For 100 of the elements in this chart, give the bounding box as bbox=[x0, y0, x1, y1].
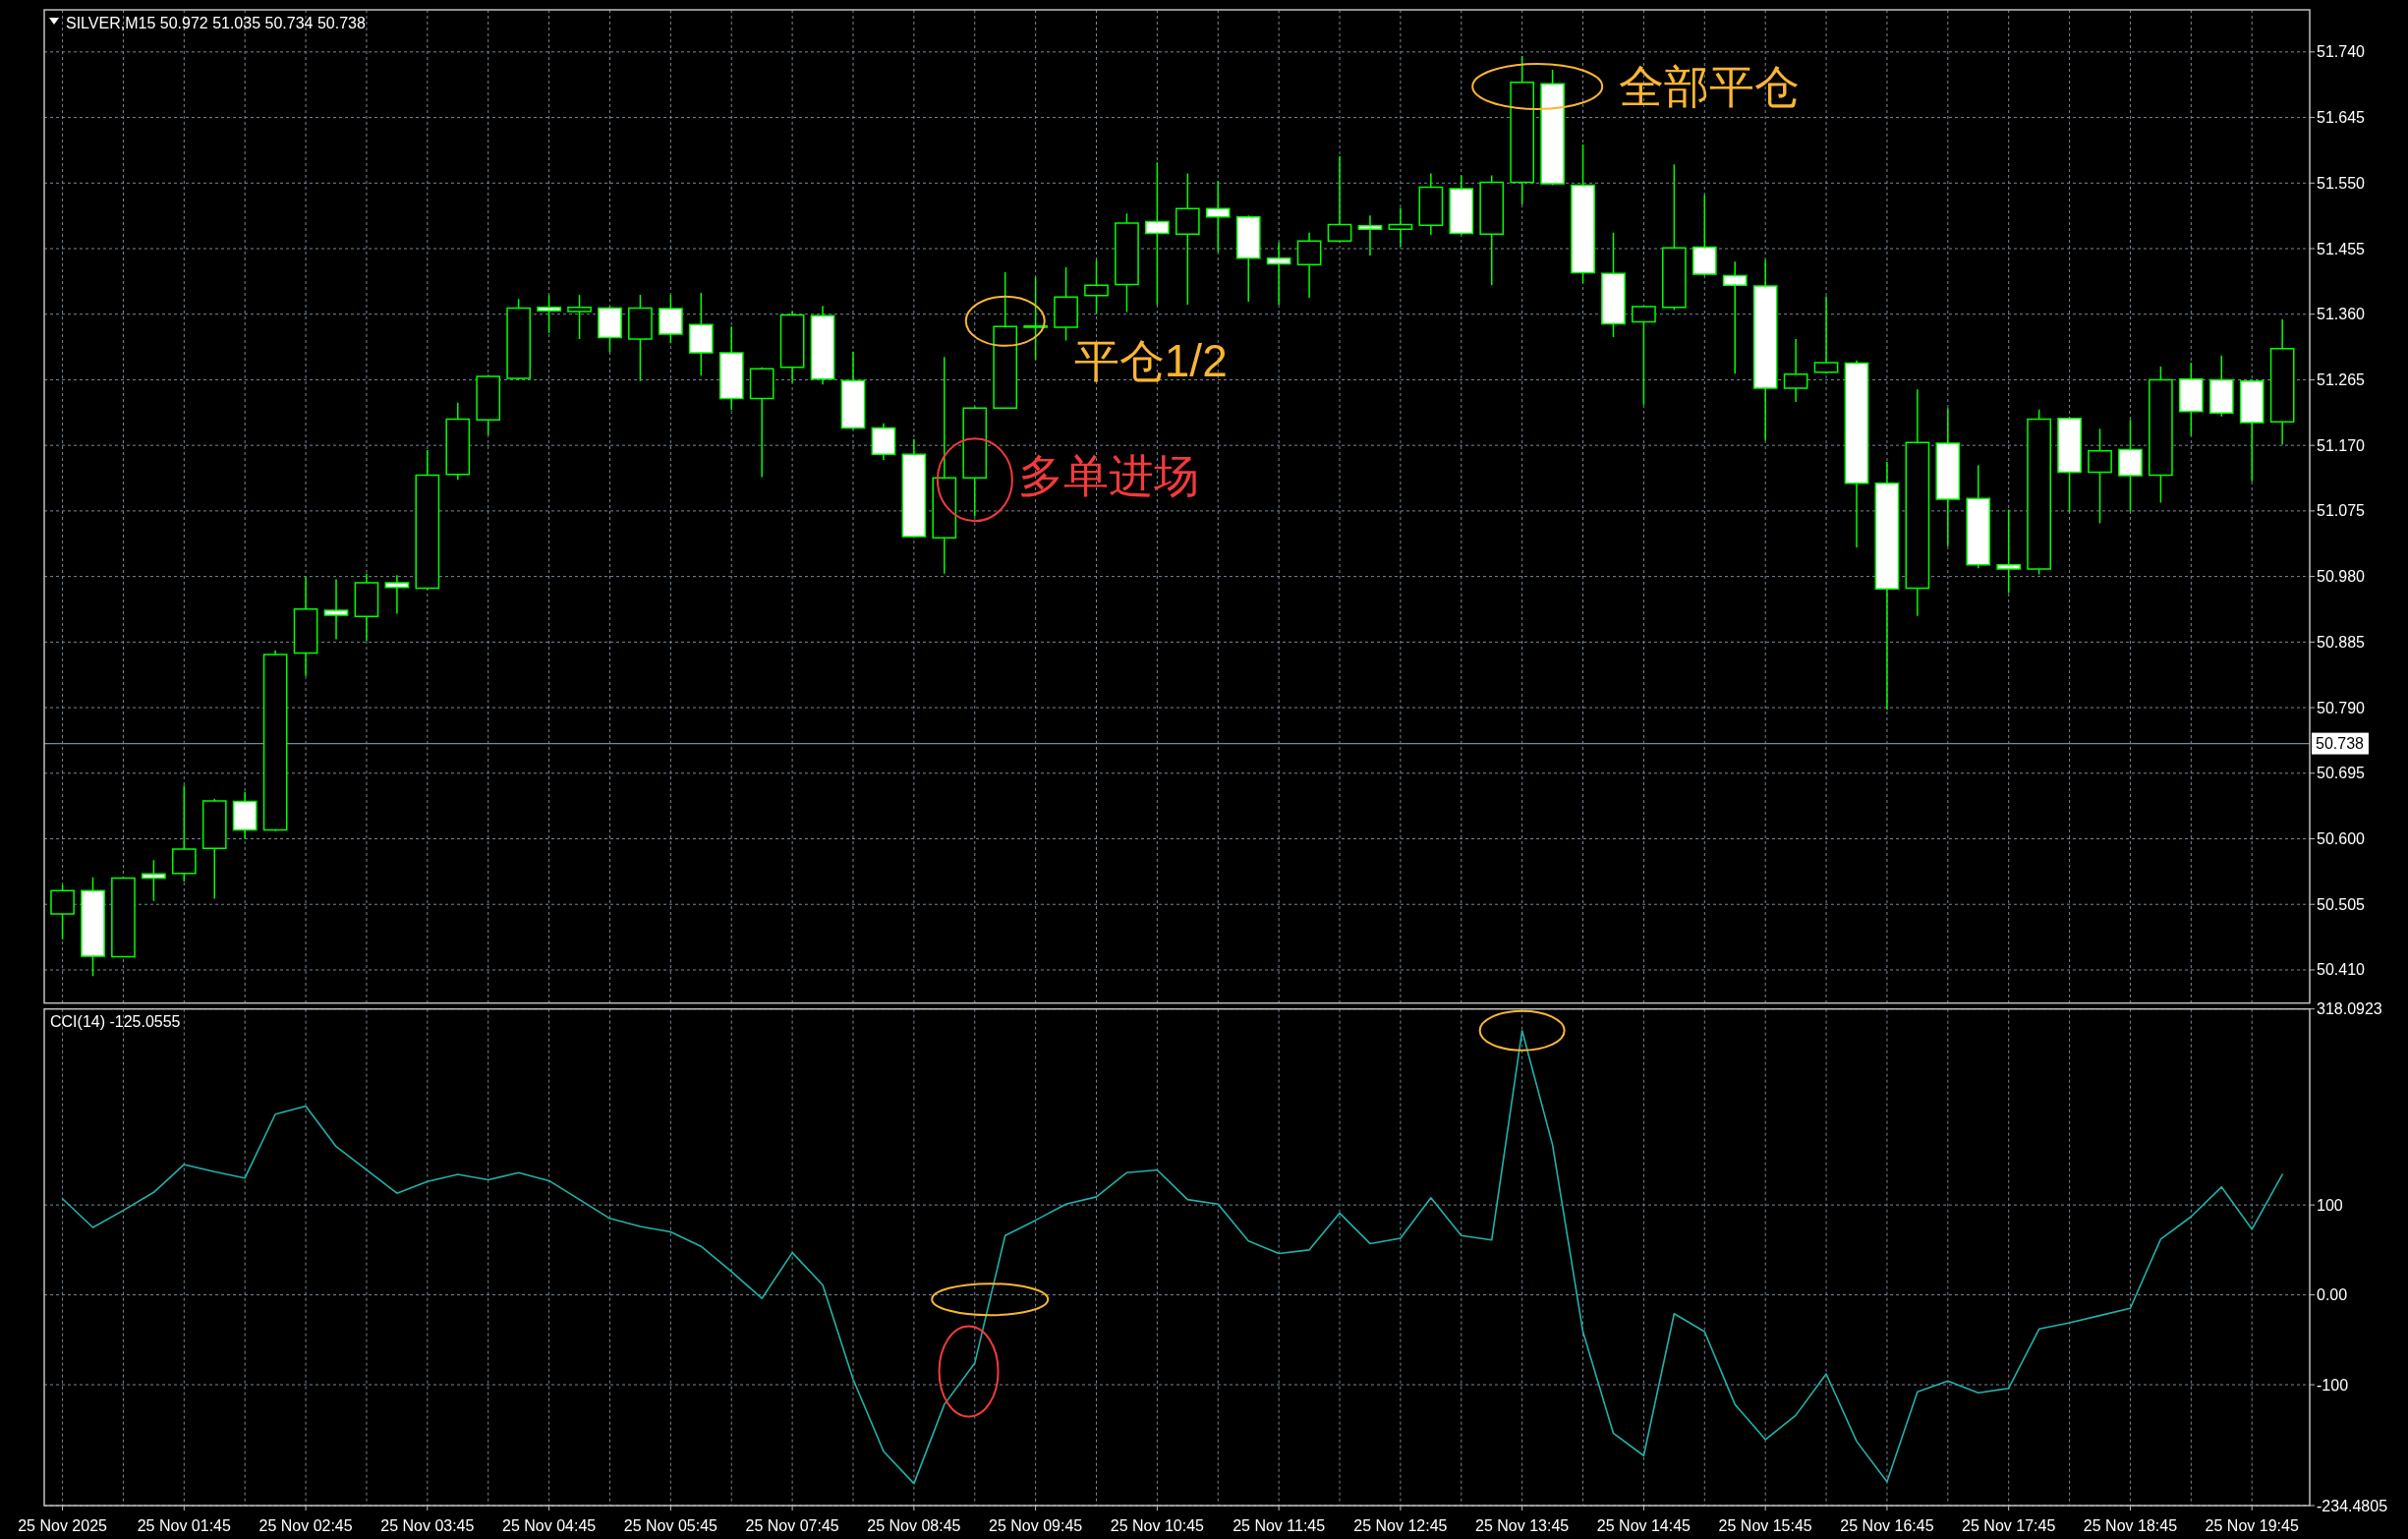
candlestick bbox=[1023, 276, 1048, 361]
y-tick-label: 51.170 bbox=[2317, 436, 2366, 454]
candlestick bbox=[1115, 212, 1139, 314]
candlestick bbox=[142, 859, 166, 902]
candlestick bbox=[901, 438, 927, 540]
y-tick-label: 50.980 bbox=[2317, 568, 2366, 586]
y-tick-label: 100 bbox=[2317, 1196, 2343, 1214]
x-tick-label: 25 Nov 04:45 bbox=[502, 1516, 597, 1534]
candlestick bbox=[810, 305, 835, 386]
candlestick bbox=[962, 406, 988, 518]
y-tick-label: 51.645 bbox=[2317, 109, 2366, 127]
candlestick bbox=[1844, 360, 1869, 548]
candlestick bbox=[1691, 194, 1717, 277]
x-tick-label: 25 Nov 08:45 bbox=[867, 1516, 961, 1534]
candlestick bbox=[506, 298, 532, 381]
candlestick bbox=[1510, 55, 1535, 205]
x-tick-label: 25 Nov 03:45 bbox=[380, 1516, 475, 1534]
candlestick bbox=[628, 294, 653, 382]
candlestick bbox=[1357, 214, 1383, 256]
x-tick-label: 25 Nov 10:45 bbox=[1110, 1516, 1205, 1534]
x-tick-label: 25 Nov 12:45 bbox=[1353, 1516, 1448, 1534]
y-tick-label: 318.0923 bbox=[2317, 1000, 2382, 1018]
candlestick bbox=[871, 422, 896, 461]
candlestick bbox=[1874, 461, 1900, 711]
candlestick bbox=[1783, 338, 1808, 403]
candlestick bbox=[1235, 214, 1261, 303]
candlestick bbox=[1935, 407, 1961, 547]
candlestick bbox=[718, 325, 744, 412]
y-tick-label: 51.360 bbox=[2317, 306, 2366, 323]
y-tick-label: 51.550 bbox=[2317, 174, 2366, 192]
candlestick bbox=[354, 573, 379, 642]
y-tick-label: 50.885 bbox=[2317, 633, 2366, 651]
y-tick-label: 50.790 bbox=[2317, 699, 2366, 716]
candlestick bbox=[2088, 428, 2112, 525]
x-tick-label: 25 Nov 07:45 bbox=[745, 1516, 839, 1534]
candlestick bbox=[384, 574, 410, 615]
x-tick-label: 25 Nov 18:45 bbox=[2083, 1516, 2178, 1534]
candlestick bbox=[1449, 174, 1474, 236]
candlestick bbox=[1327, 155, 1352, 244]
annotation: 平仓1/2 bbox=[1073, 334, 1228, 386]
x-tick-label: 25 Nov 14:45 bbox=[1596, 1516, 1691, 1534]
candlestick bbox=[1601, 232, 1626, 338]
y-tick-label: -234.4805 bbox=[2317, 1497, 2388, 1514]
y-tick-label: 50.600 bbox=[2317, 830, 2366, 848]
candlestick bbox=[2208, 355, 2234, 418]
y-tick-label: 51.075 bbox=[2317, 502, 2366, 520]
y-tick-label: 51.265 bbox=[2317, 370, 2366, 388]
candlestick bbox=[323, 578, 349, 641]
candlestick bbox=[2178, 362, 2204, 437]
candlestick bbox=[1205, 180, 1231, 254]
candlestick bbox=[1752, 258, 1778, 442]
candlestick bbox=[1418, 172, 1444, 236]
chart-title: SILVER,M15 50.972 51.035 50.734 50.738 bbox=[66, 14, 366, 31]
candlestick bbox=[111, 876, 136, 959]
ref-line-label: 50.738 bbox=[2316, 735, 2365, 753]
annotation: 全部平仓 bbox=[1619, 61, 1801, 113]
candlestick bbox=[1145, 161, 1170, 306]
candlestick bbox=[415, 449, 440, 591]
candlestick bbox=[779, 311, 805, 384]
candlestick bbox=[262, 650, 288, 832]
candlestick bbox=[840, 350, 866, 430]
candlestick bbox=[688, 292, 714, 376]
candlestick bbox=[2057, 416, 2082, 514]
candlestick bbox=[598, 306, 622, 354]
candlestick bbox=[1540, 69, 1565, 187]
candlestick bbox=[1722, 260, 1748, 374]
candlestick bbox=[2239, 378, 2265, 483]
candlestick bbox=[2149, 366, 2173, 504]
candlestick bbox=[476, 373, 501, 436]
candlestick bbox=[171, 784, 197, 883]
candlestick bbox=[1905, 388, 1930, 617]
x-tick-label: 25 Nov 09:45 bbox=[989, 1516, 1083, 1534]
candlestick bbox=[201, 798, 227, 900]
x-tick-label: 25 Nov 2025 bbox=[18, 1516, 108, 1534]
candlestick bbox=[1054, 266, 1078, 342]
candlestick bbox=[1084, 259, 1109, 314]
annotation: 多单进场 bbox=[1017, 450, 1199, 502]
candlestick bbox=[293, 576, 318, 677]
y-tick-label: 50.410 bbox=[2317, 961, 2366, 979]
x-tick-label: 25 Nov 15:45 bbox=[1718, 1516, 1812, 1534]
candlestick bbox=[1632, 305, 1656, 406]
y-tick-label: 50.505 bbox=[2317, 895, 2366, 913]
candlestick bbox=[749, 367, 774, 479]
y-tick-label: 51.740 bbox=[2317, 43, 2366, 61]
x-tick-label: 25 Nov 05:45 bbox=[623, 1516, 718, 1534]
x-tick-label: 25 Nov 13:45 bbox=[1475, 1516, 1570, 1534]
candlestick bbox=[2118, 419, 2143, 513]
candlestick bbox=[567, 294, 592, 340]
candlestick bbox=[1296, 232, 1322, 299]
candlestick bbox=[1996, 508, 2022, 595]
candlestick bbox=[1571, 143, 1595, 284]
candlestick bbox=[1175, 172, 1200, 306]
candlestick bbox=[232, 791, 258, 840]
x-tick-label: 25 Nov 02:45 bbox=[258, 1516, 353, 1534]
y-tick-label: 0.00 bbox=[2317, 1286, 2348, 1304]
candlestick bbox=[445, 401, 471, 482]
candlestick bbox=[993, 271, 1018, 410]
candlestick bbox=[932, 356, 957, 575]
x-tick-label: 25 Nov 16:45 bbox=[1840, 1516, 1934, 1534]
candlestick bbox=[81, 877, 105, 978]
